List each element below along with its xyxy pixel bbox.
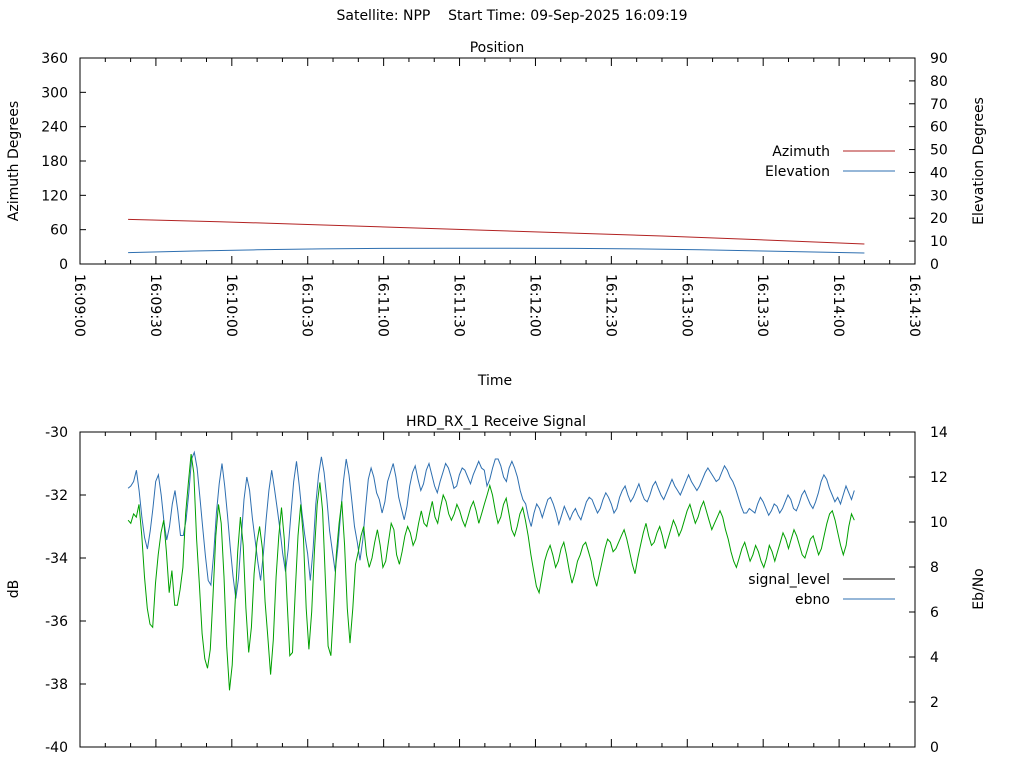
position-x-tick-label: 16:14:30 <box>906 274 922 337</box>
position-y2-tick-label: 0 <box>930 257 939 273</box>
signal-chart: HRD_RX_1 Receive Signal dB Eb/No -40-38-… <box>6 414 987 756</box>
signal-y2-axis-label: Eb/No <box>971 568 987 610</box>
position-y2-tick-label: 80 <box>930 74 948 90</box>
position-x-tick-label: 16:10:00 <box>223 274 239 337</box>
position-y-tick-label: 240 <box>41 120 68 136</box>
position-y-tick-label: 360 <box>41 51 68 67</box>
position-x-tick-label: 16:09:00 <box>71 274 87 337</box>
signal-legend-label: ebno <box>795 592 830 608</box>
signal-legend-label: signal_level <box>748 572 830 588</box>
position-plot-frame <box>79 57 916 265</box>
signal-y-tick-label: -36 <box>45 614 68 630</box>
signal-y2-tick-label: 0 <box>930 740 939 756</box>
signal-y2-tick-label: 12 <box>930 470 948 486</box>
position-legend-label: Elevation <box>765 164 830 180</box>
signal-y-axis-label: dB <box>6 580 22 599</box>
position-y2-tick-label: 50 <box>930 143 948 159</box>
position-y2-tick-label: 30 <box>930 188 948 204</box>
position-x-tick-label: 16:11:30 <box>451 274 467 337</box>
signal-y2-tick-label: 8 <box>930 560 939 576</box>
position-series-elevation-line <box>128 247 865 254</box>
position-series-azimuth-line <box>128 218 865 245</box>
signal-y2-tick-label: 2 <box>930 695 939 711</box>
position-y2-tick-label: 90 <box>930 51 948 67</box>
position-y2-tick-label: 40 <box>930 165 948 181</box>
signal-y-tick-label: -32 <box>45 488 68 504</box>
signal-series-line-2 <box>127 454 855 691</box>
position-x-tick-label: 16:12:00 <box>526 274 542 337</box>
position-legend-label: Azimuth <box>772 144 830 160</box>
position-x-tick-label: 16:14:00 <box>830 274 846 337</box>
position-x-tick-label: 16:09:30 <box>147 274 163 337</box>
position-x-axis-label: Time <box>477 373 512 389</box>
position-y-tick-label: 120 <box>41 188 68 204</box>
position-legend: Azimuth Elevation <box>765 144 895 180</box>
position-chart: Position Azimuth Degrees Elevation Degre… <box>6 40 987 389</box>
position-chart-title: Position <box>470 40 525 56</box>
position-x-tick-label: 16:13:00 <box>678 274 694 337</box>
signal-y2-tick-label: 6 <box>930 605 939 621</box>
position-x-tick-label: 16:12:30 <box>602 274 618 337</box>
position-x-tick-label: 16:11:00 <box>375 274 391 337</box>
signal-series <box>127 450 855 691</box>
signal-series-line-1 <box>127 450 855 599</box>
position-y-tick-label: 0 <box>59 257 68 273</box>
position-y-axis-label: Azimuth Degrees <box>6 101 22 221</box>
position-y-tick-label: 180 <box>41 154 68 170</box>
signal-plot-frame <box>79 431 916 748</box>
position-y2-tick-label: 20 <box>930 211 948 227</box>
signal-y-tick-label: -40 <box>45 740 68 756</box>
position-x-tick-label: 16:10:30 <box>299 274 315 337</box>
position-y2-tick-label: 60 <box>930 120 948 136</box>
position-y-tick-label: 60 <box>50 223 68 239</box>
signal-chart-title: HRD_RX_1 Receive Signal <box>406 414 586 430</box>
signal-y2-tick-label: 14 <box>930 425 948 441</box>
position-ticks: 0 60 120 180 240 300 360 0 10 20 30 40 50 60 70 80 90 16:… <box>41 51 948 337</box>
signal-y2-tick-label: 10 <box>930 515 948 531</box>
position-y2-tick-label: 70 <box>930 97 948 113</box>
signal-y-tick-label: -34 <box>45 551 68 567</box>
page-title: Satellite: NPP Start Time: 09-Sep-2025 1… <box>336 8 688 24</box>
signal-y-tick-label: -30 <box>45 425 68 441</box>
position-series <box>128 218 865 254</box>
signal-y-tick-label: -38 <box>45 677 68 693</box>
position-x-tick-label: 16:13:30 <box>754 274 770 337</box>
position-y2-axis-label: Elevation Degrees <box>971 97 987 225</box>
signal-y2-tick-label: 4 <box>930 650 939 666</box>
position-y-tick-label: 300 <box>41 85 68 101</box>
position-y2-tick-label: 10 <box>930 234 948 250</box>
signal-ticks: -40 -38 -36 -34 -32 -30 0 2 4 6 8 10 12 14 <box>45 425 948 756</box>
